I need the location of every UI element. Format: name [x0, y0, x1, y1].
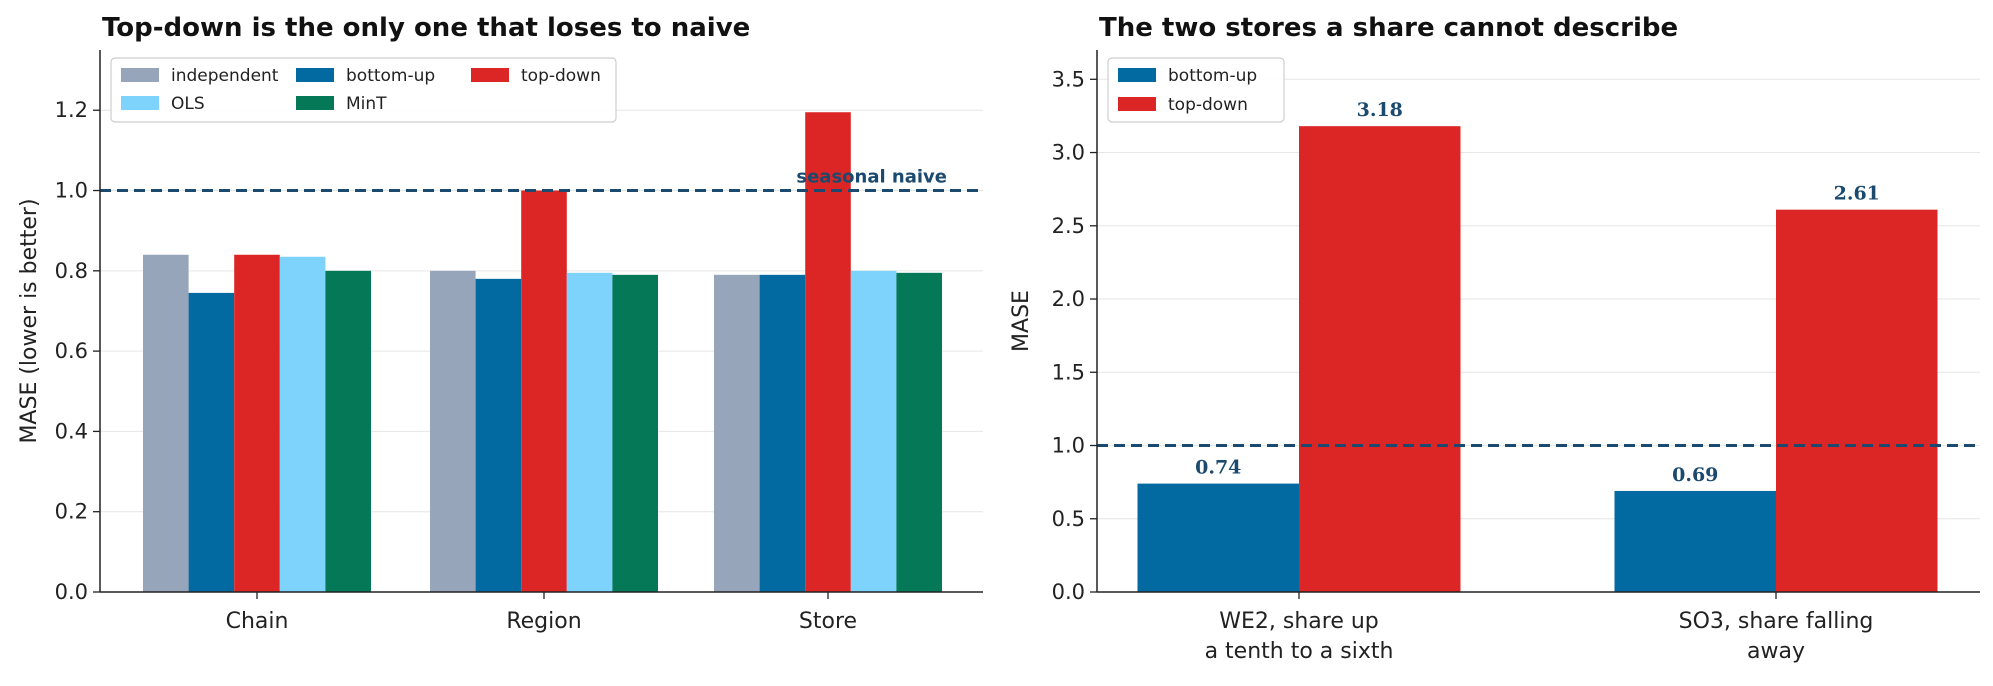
bar-OLS-2	[850, 270, 897, 592]
y-tick-label: 2.0	[1052, 287, 1085, 311]
y-tick-label: 0.6	[55, 339, 88, 363]
y-tick-label: 1.0	[1052, 434, 1085, 458]
legend-swatch-MinT	[296, 96, 334, 110]
y-tick-label: 0.4	[55, 419, 88, 443]
bar-OLS-1	[566, 272, 613, 592]
legend-swatch-top-down	[1118, 97, 1156, 111]
y-tick-label: 3.0	[1052, 141, 1085, 165]
y-tick-label: 0.0	[55, 580, 88, 604]
legend-label: independent	[171, 66, 279, 86]
y-tick-label: 2.5	[1052, 214, 1085, 238]
y-axis-label: MASE	[1009, 290, 1034, 352]
x-tick-label: away	[1747, 639, 1805, 664]
bar-independent-1	[430, 270, 476, 592]
legend-label: MinT	[346, 94, 387, 114]
x-tick-label: Store	[799, 609, 857, 634]
legend: independent bottom-up top-down OLS MinT	[110, 57, 617, 123]
data-label: 0.74	[1195, 457, 1241, 479]
y-axis-label: MASE (lower is better)	[17, 198, 42, 443]
data-label: 2.61	[1834, 183, 1880, 205]
legend-swatch-independent	[121, 68, 159, 82]
legend-swatch-bottom-up	[296, 68, 334, 82]
legend-label: OLS	[171, 94, 205, 114]
reference-line-label: seasonal naive	[796, 167, 947, 188]
legend-swatch-bottom-up	[1118, 68, 1156, 82]
bar-top-down-1	[1776, 209, 1938, 592]
y-tick-label: 3.5	[1052, 67, 1085, 91]
bar-bottom-up-1	[475, 278, 522, 592]
legend: bottom-up top-down	[1107, 57, 1285, 123]
y-tick-label: 0.0	[1052, 580, 1085, 604]
x-tick-label: WE2, share up	[1219, 609, 1379, 634]
legend-label: bottom-up	[346, 66, 435, 86]
bar-bottom-up-1	[1614, 490, 1776, 592]
legend-swatch-OLS	[121, 96, 159, 110]
bar-top-down-0	[1299, 126, 1461, 592]
bar-MinT-2	[896, 272, 942, 592]
bar-MinT-0	[325, 270, 371, 592]
y-tick-label: 0.8	[55, 259, 88, 283]
bar-independent-0	[143, 254, 189, 592]
bar-bottom-up-2	[759, 274, 806, 592]
bar-top-down-1	[521, 190, 567, 592]
bar-bottom-up-0	[1137, 483, 1299, 592]
chart-panel-2: 0.0 0.5 1.0 1.5 2.0 2.5 3.0 3.5 0.74 0.69 3.18 2.61…	[1009, 13, 1980, 664]
y-tick-label: 0.2	[55, 500, 88, 524]
data-label: 3.18	[1357, 99, 1403, 121]
bar-bottom-up-0	[188, 292, 235, 592]
bar-independent-2	[714, 274, 760, 592]
legend-label: top-down	[1168, 95, 1248, 115]
bar-top-down-2	[805, 112, 851, 593]
bar-OLS-0	[279, 256, 326, 592]
x-tick-label: a tenth to a sixth	[1205, 639, 1394, 664]
legend-label: bottom-up	[1168, 66, 1257, 86]
x-tick-label: Region	[506, 609, 581, 634]
x-tick-label: SO3, share falling	[1679, 609, 1874, 634]
legend-swatch-top-down	[471, 68, 509, 82]
bar-top-down-0	[234, 254, 280, 592]
y-tick-label: 1.2	[55, 98, 88, 122]
chart-panel-1: 0.0 0.2 0.4 0.6 0.8 1.0 1.2 seasonal naive Chain…	[17, 13, 983, 634]
chart-title: The two stores a share cannot describe	[1099, 13, 1678, 43]
chart-title: Top-down is the only one that loses to n…	[102, 13, 750, 43]
bar-MinT-1	[612, 274, 658, 592]
y-tick-label: 1.5	[1052, 360, 1085, 384]
data-label: 0.69	[1672, 464, 1718, 486]
y-tick-label: 1.0	[55, 179, 88, 203]
y-tick-label: 0.5	[1052, 507, 1085, 531]
legend-label: top-down	[521, 66, 601, 86]
x-tick-label: Chain	[226, 609, 289, 634]
